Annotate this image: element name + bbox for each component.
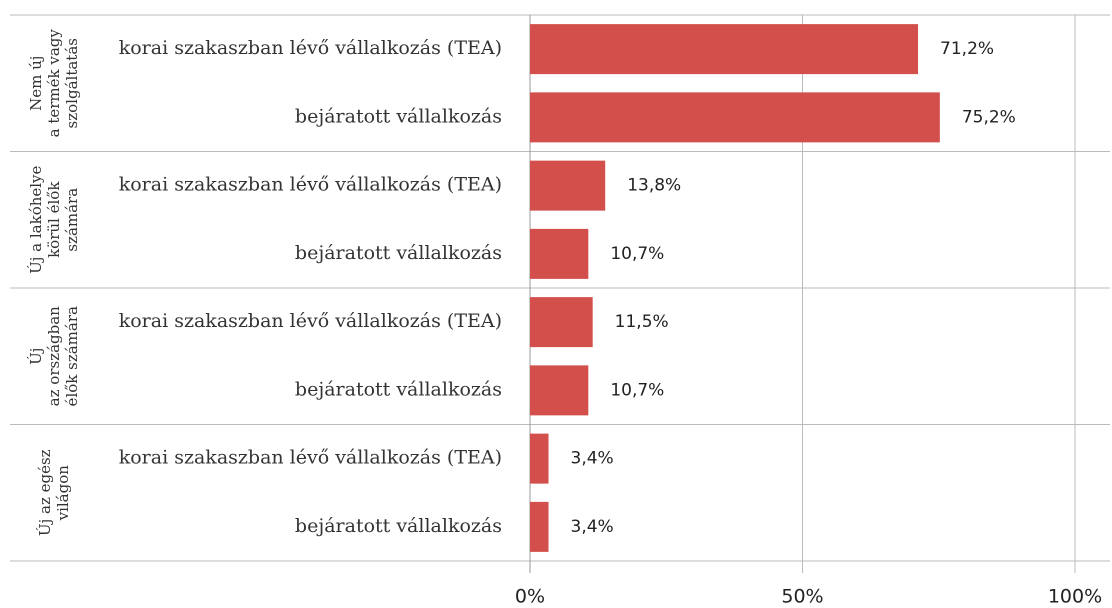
group-label: körül élők: [45, 181, 63, 258]
group-label: élők számára: [63, 306, 81, 406]
group-label: számára: [63, 188, 81, 252]
category-label: bejáratott vállalkozás: [295, 378, 502, 400]
value-label: 10,7%: [610, 380, 664, 400]
category-label: korai szakaszban lévő vállalkozás (TEA): [119, 447, 502, 469]
bar: [530, 365, 589, 416]
bar: [530, 24, 919, 75]
x-tick-label: 100%: [1048, 586, 1102, 608]
group-label: Új: [27, 348, 45, 365]
value-label: 11,5%: [615, 312, 669, 332]
category-label: korai szakaszban lévő vállalkozás (TEA): [119, 310, 502, 332]
category-label: bejáratott vállalkozás: [295, 105, 502, 127]
group-label: világon: [54, 465, 72, 522]
value-label: 71,2%: [940, 39, 994, 59]
category-label: korai szakaszban lévő vállalkozás (TEA): [119, 37, 502, 59]
group-label: az országban: [45, 306, 63, 407]
category-label: bejáratott vállalkozás: [295, 242, 502, 264]
value-label: 3,4%: [571, 449, 614, 469]
bar: [530, 92, 940, 143]
bar: [530, 297, 593, 348]
value-label: 10,7%: [610, 244, 664, 264]
x-tick-label: 50%: [781, 586, 823, 608]
bar: [530, 501, 549, 552]
group-label: szolgáltatás: [63, 38, 81, 128]
value-label: 75,2%: [962, 107, 1016, 127]
bar: [530, 160, 606, 211]
category-label: bejáratott vállalkozás: [295, 515, 502, 537]
value-label: 3,4%: [571, 517, 614, 537]
x-tick-label: 0%: [515, 586, 545, 608]
group-label: a termék vagy: [45, 29, 63, 138]
group-label: Nem új: [27, 56, 45, 111]
group-label: Új a lakóhelye: [27, 165, 45, 273]
category-label: korai szakaszban lévő vállalkozás (TEA): [119, 174, 502, 196]
bar: [530, 228, 589, 279]
group-label: Új az egész: [36, 449, 54, 536]
bar: [530, 433, 549, 484]
value-label: 13,8%: [627, 176, 681, 196]
